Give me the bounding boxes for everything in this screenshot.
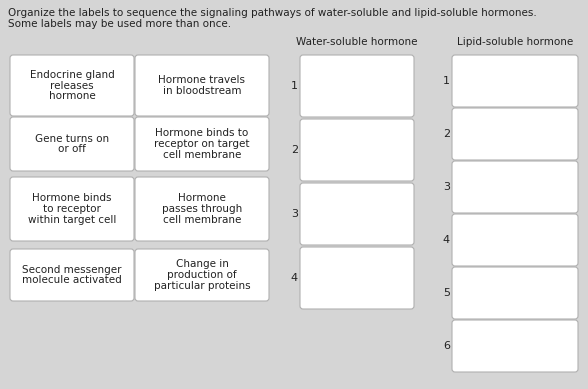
Text: Gene turns on: Gene turns on: [35, 133, 109, 144]
Text: 4: 4: [291, 273, 298, 283]
Text: Hormone travels: Hormone travels: [159, 75, 246, 85]
Text: 6: 6: [443, 341, 450, 351]
Text: Second messenger: Second messenger: [22, 265, 122, 275]
FancyBboxPatch shape: [300, 247, 414, 309]
FancyBboxPatch shape: [135, 177, 269, 241]
FancyBboxPatch shape: [452, 214, 578, 266]
Text: 3: 3: [291, 209, 298, 219]
FancyBboxPatch shape: [10, 55, 134, 116]
Text: Water-soluble hormone: Water-soluble hormone: [296, 37, 417, 47]
Text: Organize the labels to sequence the signaling pathways of water-soluble and lipi: Organize the labels to sequence the sign…: [8, 8, 537, 18]
Text: particular proteins: particular proteins: [153, 281, 250, 291]
FancyBboxPatch shape: [452, 320, 578, 372]
FancyBboxPatch shape: [135, 117, 269, 171]
Text: 2: 2: [291, 145, 298, 155]
FancyBboxPatch shape: [300, 55, 414, 117]
FancyBboxPatch shape: [10, 177, 134, 241]
Text: 1: 1: [291, 81, 298, 91]
FancyBboxPatch shape: [452, 161, 578, 213]
Text: hormone: hormone: [49, 91, 95, 102]
Text: 2: 2: [443, 129, 450, 139]
Text: Endocrine gland: Endocrine gland: [29, 70, 115, 80]
Text: Hormone: Hormone: [178, 193, 226, 203]
Text: to receptor: to receptor: [43, 204, 101, 214]
Text: Hormone binds: Hormone binds: [32, 193, 112, 203]
Text: in bloodstream: in bloodstream: [163, 86, 241, 96]
Text: cell membrane: cell membrane: [163, 150, 241, 160]
FancyBboxPatch shape: [300, 183, 414, 245]
Text: Lipid-soluble hormone: Lipid-soluble hormone: [457, 37, 573, 47]
Text: 3: 3: [443, 182, 450, 192]
FancyBboxPatch shape: [300, 119, 414, 181]
Text: within target cell: within target cell: [28, 215, 116, 225]
Text: cell membrane: cell membrane: [163, 215, 241, 225]
FancyBboxPatch shape: [452, 55, 578, 107]
FancyBboxPatch shape: [135, 249, 269, 301]
Text: molecule activated: molecule activated: [22, 275, 122, 286]
FancyBboxPatch shape: [135, 55, 269, 116]
Text: or off: or off: [58, 144, 86, 154]
FancyBboxPatch shape: [10, 117, 134, 171]
Text: 1: 1: [443, 76, 450, 86]
Text: releases: releases: [50, 81, 94, 91]
Text: Change in: Change in: [176, 259, 228, 269]
FancyBboxPatch shape: [452, 108, 578, 160]
Text: 4: 4: [443, 235, 450, 245]
Text: receptor on target: receptor on target: [154, 139, 250, 149]
Text: Some labels may be used more than once.: Some labels may be used more than once.: [8, 19, 231, 29]
Text: Hormone binds to: Hormone binds to: [155, 128, 249, 138]
Text: 5: 5: [443, 288, 450, 298]
FancyBboxPatch shape: [452, 267, 578, 319]
Text: passes through: passes through: [162, 204, 242, 214]
FancyBboxPatch shape: [10, 249, 134, 301]
Text: production of: production of: [167, 270, 237, 280]
